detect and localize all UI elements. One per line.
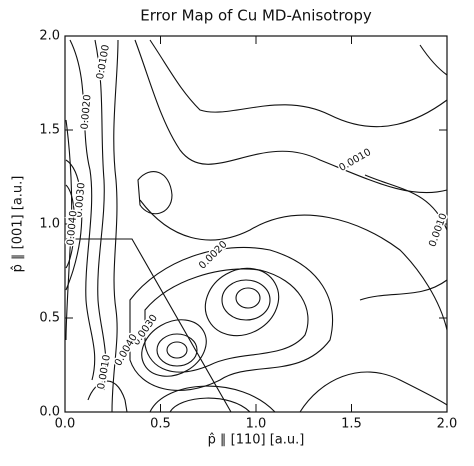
x-tick-label: 2.0 <box>437 417 458 432</box>
x-tick-label: 0.0 <box>55 417 76 432</box>
contour-line <box>134 39 448 194</box>
contour-line <box>169 397 251 413</box>
contour-line <box>65 184 75 269</box>
contour-lines <box>65 39 448 413</box>
contour-line <box>94 39 107 391</box>
contour-line <box>111 39 119 413</box>
contour-label: 0.0100 <box>95 44 112 80</box>
contour-line <box>65 159 83 291</box>
y-tick-label: 1.5 <box>39 123 60 138</box>
contour-line <box>235 287 261 309</box>
contour-line <box>204 267 280 337</box>
contour-line <box>65 119 73 341</box>
contour-line <box>149 385 276 413</box>
contour-line <box>419 44 448 76</box>
contour-label: 0.0030 <box>73 182 87 218</box>
contour-line <box>221 279 271 321</box>
contour-line <box>69 39 96 381</box>
zone-boundary <box>66 238 232 413</box>
contour-label: 0.0010 <box>96 354 113 390</box>
y-tick-label: 2.0 <box>39 29 60 44</box>
contour-label: 0.0010 <box>427 212 449 249</box>
contour-line <box>364 174 448 231</box>
y-tick-label: 0.5 <box>39 311 60 326</box>
x-tick-label: 1.5 <box>341 417 362 432</box>
contour-line <box>299 371 448 413</box>
contour-line <box>144 268 309 373</box>
contour-line <box>149 39 448 128</box>
contour-label: 0.0020 <box>197 239 230 272</box>
y-axis-label: p̂ ∥ [001] [a.u.] <box>11 176 26 273</box>
chart-title: Error Map of Cu MD-Anisotropy <box>140 7 372 25</box>
y-tick-label: 1.0 <box>39 217 60 232</box>
contour-line <box>87 380 128 413</box>
contour-line <box>129 246 334 391</box>
contour-line <box>139 199 448 331</box>
x-tick-label: 1.0 <box>246 417 267 432</box>
x-tick-label: 0.5 <box>150 417 171 432</box>
contour-label: 0.0010 <box>337 147 373 174</box>
contour-line <box>137 171 173 215</box>
contour-line <box>359 279 448 301</box>
contour-line <box>156 333 198 367</box>
contour-label: 0.0040 <box>65 210 79 246</box>
contour-line <box>141 319 207 377</box>
y-tick-label: 0.0 <box>39 405 60 420</box>
contour-label: 0.0020 <box>79 94 93 130</box>
x-axis-label: p̂ ∥ [110] [a.u.] <box>208 433 305 448</box>
contour-line <box>166 341 188 359</box>
